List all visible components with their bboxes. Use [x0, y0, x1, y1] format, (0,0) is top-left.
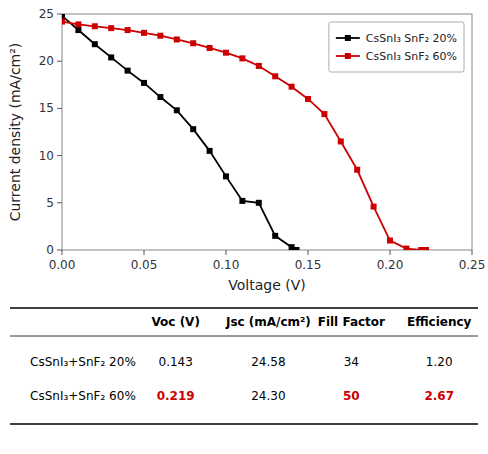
marker — [239, 55, 245, 61]
marker — [174, 107, 180, 113]
table-rule — [10, 336, 478, 337]
table-cell: 1.20 — [426, 355, 453, 369]
marker — [239, 198, 245, 204]
marker — [423, 247, 429, 250]
marker — [125, 27, 131, 33]
table-cell: 24.58 — [251, 355, 285, 369]
marker — [75, 27, 81, 33]
y-tick-label: 25 — [39, 7, 54, 21]
marker — [354, 167, 360, 173]
marker — [387, 238, 393, 244]
marker — [207, 45, 213, 51]
x-tick — [308, 250, 309, 255]
x-tick-label: 0.05 — [131, 258, 158, 272]
marker — [92, 23, 98, 29]
table-row-label: CsSnI₃+SnF₂ 60% — [30, 389, 136, 403]
table-cell: 24.30 — [251, 389, 285, 403]
marker — [174, 36, 180, 42]
marker — [289, 84, 295, 90]
marker — [108, 54, 114, 60]
y-tick-label: 20 — [39, 54, 54, 68]
series — [62, 14, 300, 250]
x-tick — [390, 250, 391, 255]
marker — [62, 19, 65, 25]
legend-label: CsSnI₃ SnF₂ 20% — [366, 32, 457, 45]
marker — [207, 148, 213, 154]
marker — [371, 204, 377, 210]
marker — [190, 126, 196, 132]
legend: CsSnI₃ SnF₂ 20% CsSnI₃ SnF₂ 60% — [329, 22, 464, 72]
legend-marker — [345, 53, 351, 59]
table-header: Efficiency — [407, 315, 472, 329]
marker — [157, 33, 163, 39]
legend-label: CsSnI₃ SnF₂ 60% — [366, 50, 457, 63]
y-tick — [57, 61, 62, 62]
marker — [223, 50, 229, 56]
table-header: Fill Factor — [318, 315, 385, 329]
y-tick-label: 0 — [46, 243, 54, 257]
chart: 0.00 0.05 0.10 0.15 0.20 0.25 0 5 10 15 20 25 Voltag… — [0, 0, 488, 454]
marker — [305, 96, 311, 102]
marker — [190, 40, 196, 46]
marker — [141, 30, 147, 36]
x-tick — [472, 250, 473, 255]
table-row-label: CsSnI₃+SnF₂ 20% — [30, 355, 136, 369]
axes: 0.00 0.05 0.10 0.15 0.20 0.25 0 5 10 15 20 25 — [39, 7, 486, 272]
marker — [256, 200, 262, 206]
marker — [321, 111, 327, 117]
table-header: Voc (V) — [151, 315, 199, 329]
marker — [125, 68, 131, 74]
x-tick — [226, 250, 227, 255]
table-cell: 34 — [344, 355, 359, 369]
x-tick-label: 0.20 — [377, 258, 404, 272]
y-tick — [57, 155, 62, 156]
series-line — [62, 16, 297, 250]
x-tick-label: 0.15 — [295, 258, 322, 272]
marker — [75, 21, 81, 27]
x-tick-label: 0.25 — [459, 258, 486, 272]
y-tick — [57, 14, 62, 15]
marker — [157, 94, 163, 100]
marker — [256, 63, 262, 69]
table: Voc (V) Jsc (mA/cm²) Fill Factor Efficiency… — [10, 308, 478, 424]
y-tick-label: 15 — [39, 101, 54, 115]
marker — [272, 73, 278, 79]
marker — [92, 41, 98, 47]
table-cell: 2.67 — [424, 389, 454, 403]
table-rule — [10, 307, 478, 309]
y-tick-label: 5 — [46, 196, 54, 210]
legend-marker — [345, 35, 351, 41]
marker — [62, 14, 65, 19]
marker — [403, 246, 409, 250]
legend-box — [329, 22, 464, 72]
table-header: Jsc (mA/cm²) — [225, 315, 311, 329]
x-tick-label: 0.10 — [213, 258, 240, 272]
marker — [108, 25, 114, 31]
y-tick — [57, 250, 62, 251]
x-tick — [144, 250, 145, 255]
marker — [223, 173, 229, 179]
plot-frame — [62, 14, 472, 250]
y-tick — [57, 108, 62, 109]
table-cell: 0.219 — [157, 389, 195, 403]
marker — [141, 80, 147, 86]
y-axis-label: Current density (mA/cm²) — [7, 43, 23, 222]
marker — [272, 233, 278, 239]
table-cell: 50 — [343, 389, 360, 403]
y-tick — [57, 202, 62, 203]
x-tick — [62, 250, 63, 255]
table-rule — [10, 423, 478, 425]
marker — [338, 138, 344, 144]
table-cell: 0.143 — [159, 355, 193, 369]
y-tick-label: 10 — [39, 149, 54, 163]
marker — [294, 247, 300, 250]
x-axis-label: Voltage (V) — [228, 277, 305, 293]
x-tick-label: 0.00 — [49, 258, 76, 272]
